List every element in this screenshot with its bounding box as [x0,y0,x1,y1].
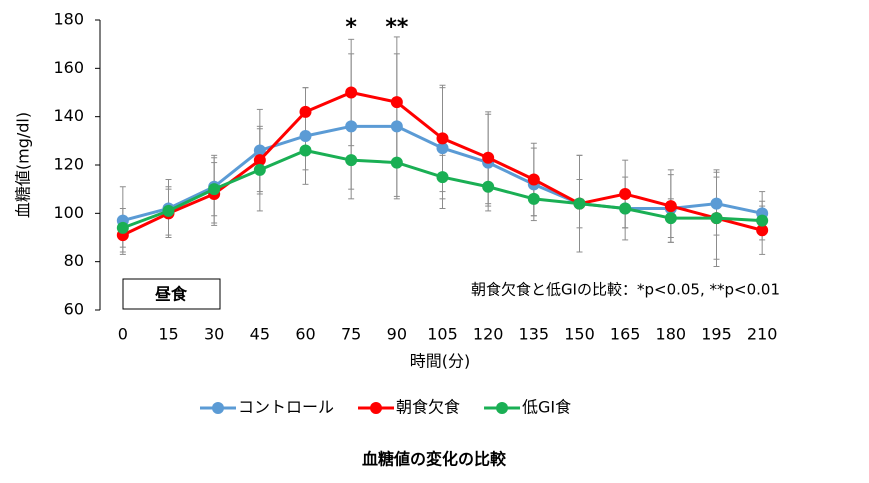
point [299,105,312,118]
point [390,96,403,109]
point [253,154,266,167]
point [527,192,540,205]
y-tick-label: 120 [53,155,84,174]
lunch-box [122,278,221,310]
lunch-label: 昼食 [154,285,188,304]
point [664,200,677,213]
legend-marker [212,402,224,414]
x-tick-label: 90 [387,325,407,344]
legend-marker [370,402,383,414]
x-tick-label: 0 [118,325,128,344]
point [299,130,312,142]
point [253,144,266,157]
point [619,202,632,215]
point [619,188,632,200]
point [573,197,586,210]
point [162,204,175,217]
chart-title: 血糖値の変化の比較 [362,450,507,469]
point [116,221,129,234]
x-tick-label: 120 [473,325,504,344]
point [299,144,312,157]
significance: * [345,15,357,40]
x-tick-label: 75 [341,325,361,344]
y-tick-label: 60 [64,300,84,319]
point [253,163,266,176]
x-tick-label: 105 [427,325,458,344]
point [482,180,495,193]
point [664,212,677,225]
point [436,142,449,155]
note: 朝食欠食と低GIの比較：*p<0.05, **p<0.01 [471,281,780,299]
legend-marker [496,402,509,414]
point [527,173,540,186]
x-tick-label: 15 [158,325,178,344]
x-tick-label: 210 [747,325,778,344]
y-tick-label: 180 [53,10,84,29]
significance: ** [385,15,409,40]
y-tick-label: 140 [53,106,84,125]
point [756,214,769,227]
x-tick-label: 60 [295,325,315,344]
y-tick-label: 160 [53,58,84,77]
legend-label: コントロール [238,398,334,417]
x-tick-label: 195 [701,325,732,344]
point [208,183,221,196]
y-axis-label: 血糖値(mg/dl) [14,112,33,218]
point [390,120,403,133]
legend-label: 朝食欠食 [396,398,460,417]
x-tick-label: 135 [519,325,550,344]
x-axis-label: 時間(分) [410,352,471,371]
x-tick-label: 150 [564,325,595,344]
point [345,154,358,167]
point [436,171,449,184]
point [710,212,723,225]
point [482,151,495,164]
y-tick-label: 80 [64,251,84,270]
x-tick-label: 180 [656,325,687,344]
point [345,86,358,99]
point [756,224,769,237]
y-tick-label: 100 [53,203,84,222]
legend-label: 低GI食 [522,398,571,417]
point [436,132,449,145]
x-tick-label: 45 [250,325,270,344]
point [345,120,358,133]
point [710,197,723,210]
x-tick-label: 165 [610,325,641,344]
x-tick-label: 30 [204,325,224,344]
point [390,156,403,169]
